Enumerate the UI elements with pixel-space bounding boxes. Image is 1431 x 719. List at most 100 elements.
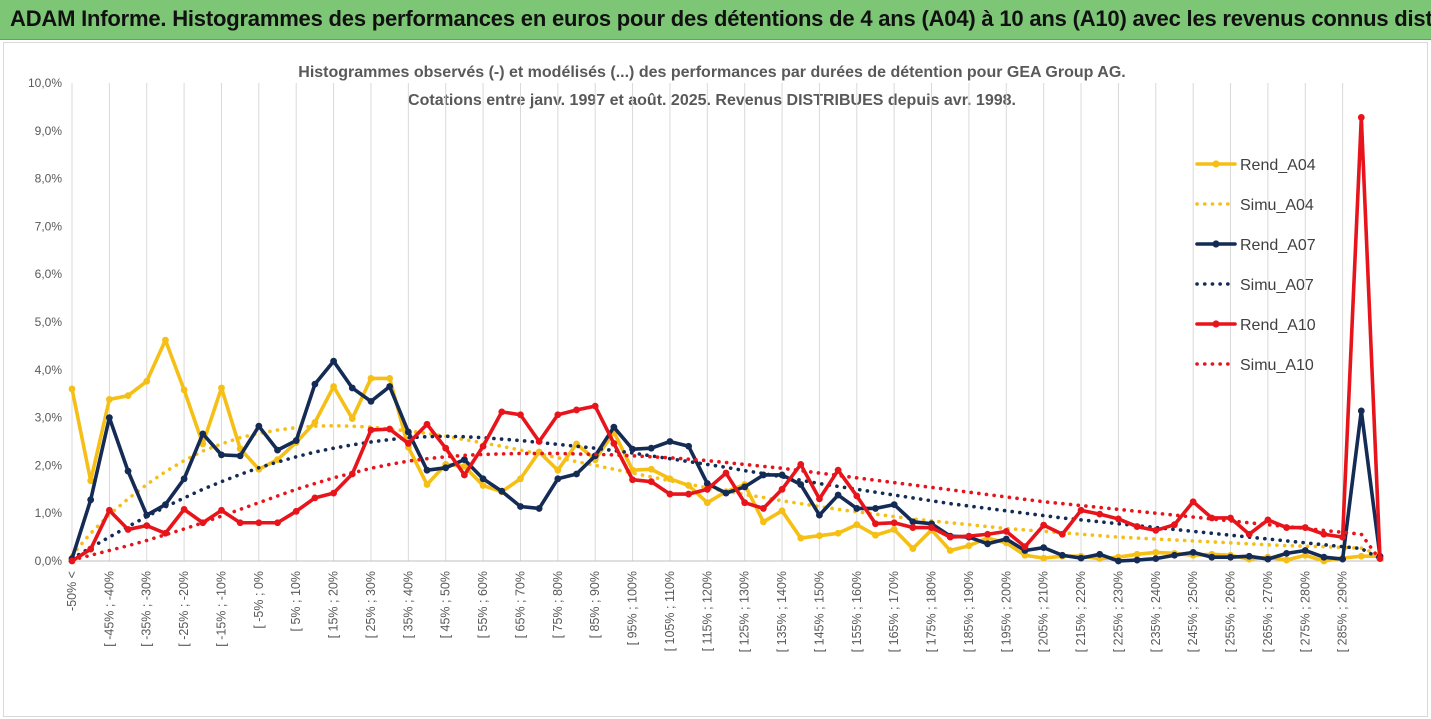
series-line-simu-a10 <box>70 451 1382 562</box>
data-point-rend-a04 <box>797 534 805 542</box>
data-point-rend-a07 <box>218 451 225 459</box>
data-point-rend-a07 <box>872 505 879 512</box>
data-point-rend-a07 <box>1357 407 1365 415</box>
data-point-rend-a04 <box>311 418 319 426</box>
data-point-rend-a10 <box>442 444 450 452</box>
data-point-rend-a10 <box>274 519 281 527</box>
data-point-rend-a10 <box>853 492 861 500</box>
x-tick-label: [ 5% ; 10% <box>289 571 303 631</box>
data-point-rend-a04 <box>759 518 767 526</box>
x-tick-label: -50% < <box>65 571 79 611</box>
data-point-rend-a07 <box>386 383 394 390</box>
legend-label-simu-a04: Simu_A04 <box>1240 197 1314 214</box>
data-point-rend-a04 <box>105 396 113 403</box>
data-point-rend-a04 <box>1301 551 1309 559</box>
data-point-rend-a07 <box>647 444 655 452</box>
data-point-rend-a07 <box>124 467 132 475</box>
data-point-rend-a07 <box>1264 555 1272 563</box>
legend-item-simu-a04: Simu_A04 <box>1195 197 1314 214</box>
axes: 0,0% 1,0% 2,0% 3,0% 4,0% 5,0% 6,0% 7,0% 8,0% 9,0%… <box>28 76 1384 652</box>
data-point-rend-a10 <box>591 402 599 410</box>
legend-marker-rend-a10 <box>1212 320 1220 328</box>
legend-label-rend-a04: Rend_A04 <box>1240 157 1316 174</box>
data-point-rend-a07 <box>1283 549 1290 557</box>
data-point-rend-a10 <box>1021 543 1029 551</box>
data-point-rend-a07 <box>180 475 188 483</box>
series-line-rend-a04 <box>70 338 1382 563</box>
data-point-rend-a04 <box>180 386 188 394</box>
data-point-rend-a07 <box>1115 557 1122 565</box>
data-point-rend-a07 <box>573 470 580 478</box>
data-point-rend-a10 <box>909 524 917 531</box>
data-point-rend-a10 <box>1171 521 1178 529</box>
data-point-rend-a04 <box>554 466 562 474</box>
data-point-rend-a07 <box>984 540 991 548</box>
data-point-rend-a07 <box>741 483 749 491</box>
data-point-rend-a10 <box>330 489 337 497</box>
data-point-rend-a10 <box>143 522 151 530</box>
data-point-rend-a07 <box>816 511 823 519</box>
data-point-rend-a07 <box>292 437 300 444</box>
data-point-rend-a07 <box>1077 554 1085 562</box>
data-point-rend-a04 <box>124 392 132 400</box>
legend-label-rend-a10: Rend_A10 <box>1240 317 1316 334</box>
legend-marker-rend-a04 <box>1212 160 1220 168</box>
data-point-rend-a07 <box>1058 551 1066 559</box>
data-point-rend-a10 <box>535 438 543 445</box>
x-tick-label: [ 85% ; 90% <box>588 571 602 638</box>
x-tick-label: [ 255% ; 260% <box>1224 571 1238 652</box>
y-tick-label: 10,0% <box>28 76 62 90</box>
y-tick-label: 4,0% <box>35 363 63 377</box>
data-point-rend-a07 <box>87 496 95 504</box>
x-tick-label: [ 205% ; 210% <box>1037 571 1051 652</box>
x-tick-label: [ 95% ; 100% <box>626 571 640 645</box>
data-point-rend-a10 <box>1152 527 1160 534</box>
x-tick-label: [ 55% ; 60% <box>476 571 490 638</box>
data-point-rend-a10 <box>610 440 618 447</box>
x-tick-label: [ 125% ; 130% <box>738 571 752 652</box>
data-point-rend-a10 <box>1040 521 1048 529</box>
x-tick-label: [ -35% ; -30% <box>140 571 154 647</box>
data-point-rend-a04 <box>1133 550 1141 558</box>
data-point-rend-a07 <box>236 452 244 460</box>
y-tick-label: 3,0% <box>35 411 63 425</box>
x-tick-label: [ 165% ; 170% <box>887 571 901 652</box>
data-point-rend-a07 <box>479 475 487 483</box>
y-tick-label: 8,0% <box>35 172 63 186</box>
data-point-rend-a04 <box>479 482 487 489</box>
data-point-rend-a10 <box>180 505 188 513</box>
data-point-rend-a07 <box>255 422 263 430</box>
legend-marker-rend-a07 <box>1212 240 1220 248</box>
data-point-rend-a07 <box>1320 553 1328 561</box>
data-point-rend-a07 <box>890 501 898 508</box>
data-point-rend-a07 <box>1133 556 1141 564</box>
x-tick-label: [ -25% ; -20% <box>177 571 191 647</box>
data-point-rend-a04 <box>461 462 468 470</box>
data-point-rend-a10 <box>816 495 823 503</box>
data-point-rend-a04 <box>348 415 356 422</box>
data-point-rend-a04 <box>367 375 375 382</box>
x-tick-label: [ 75% ; 80% <box>551 571 565 638</box>
data-point-rend-a04 <box>143 377 151 385</box>
data-point-rend-a10 <box>423 420 431 428</box>
data-point-rend-a04 <box>218 384 225 392</box>
data-point-rend-a04 <box>386 375 394 382</box>
legend-item-rend-a10: Rend_A10 <box>1195 317 1316 334</box>
data-point-rend-a07 <box>274 446 281 454</box>
x-tick-label: [ 285% ; 290% <box>1336 571 1350 652</box>
y-tick-label: 7,0% <box>35 219 63 233</box>
x-tick-label: [ 185% ; 190% <box>962 571 976 652</box>
data-point-rend-a07 <box>498 487 506 495</box>
data-point-rend-a07 <box>1339 555 1347 563</box>
data-point-rend-a10 <box>124 526 132 533</box>
data-point-rend-a04 <box>703 499 711 507</box>
data-point-rend-a10 <box>703 485 711 493</box>
data-point-rend-a10 <box>946 533 954 541</box>
x-tick-label: [ -45% ; -40% <box>102 571 116 647</box>
legend-label-simu-a07: Simu_A07 <box>1240 277 1314 294</box>
data-point-rend-a04 <box>162 336 169 344</box>
x-tick-label: [ 25% ; 30% <box>364 571 378 638</box>
data-point-rend-a04 <box>778 507 786 515</box>
legend-item-rend-a07: Rend_A07 <box>1195 237 1316 254</box>
data-point-rend-a10 <box>1320 530 1328 538</box>
